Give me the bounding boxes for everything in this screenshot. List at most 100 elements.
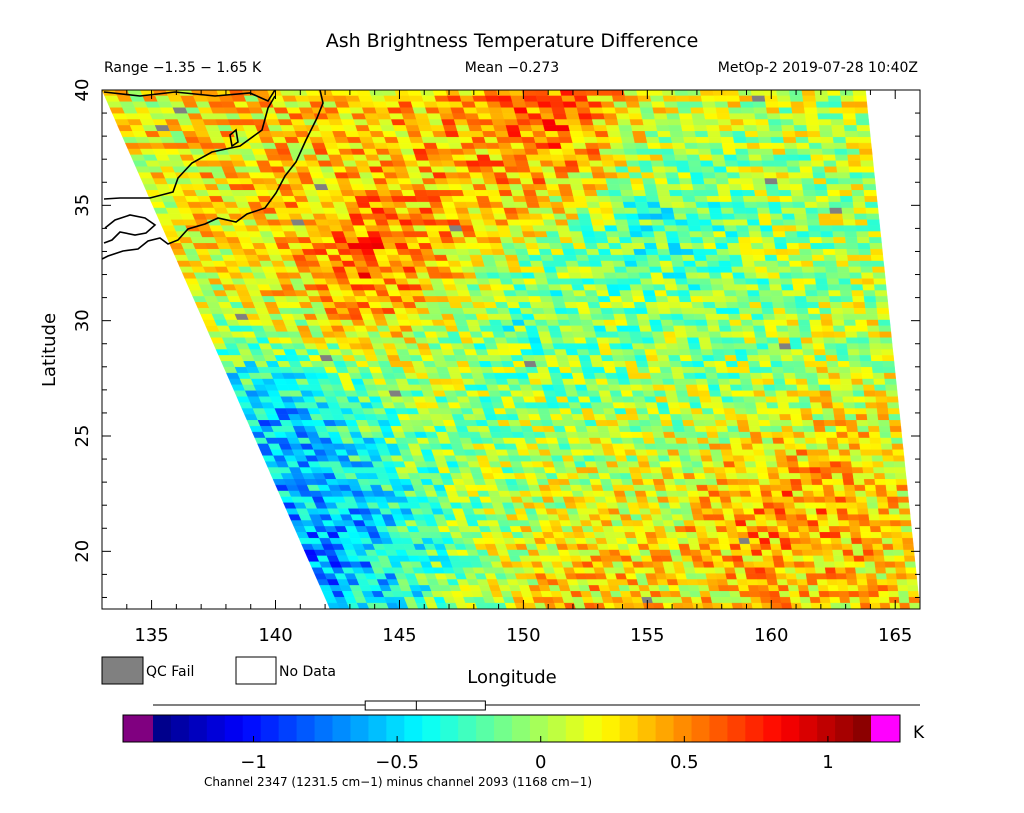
swath-cell [652, 520, 665, 527]
swath-cell [898, 508, 911, 515]
swath-cell [604, 455, 618, 462]
swath-cell [875, 490, 888, 498]
swath-cell [786, 160, 800, 167]
swath-cell [432, 90, 448, 97]
swath-cell [365, 325, 380, 332]
swath-cell [700, 402, 714, 409]
swath-cell [864, 201, 879, 209]
swath-cell [637, 95, 652, 103]
swath-cell [570, 408, 584, 415]
swath-cell [706, 431, 719, 439]
swath-cell [850, 278, 863, 285]
swath-cell [549, 520, 562, 527]
swath-cell [604, 225, 619, 232]
swath-cell [508, 384, 522, 391]
swath-cell [440, 414, 455, 421]
swath-cell [497, 142, 513, 150]
swath-cell [693, 125, 708, 132]
swath-cell [708, 272, 723, 279]
swath-cell [472, 225, 487, 232]
swath-cell [529, 555, 542, 562]
swath-cell [635, 260, 650, 268]
swath-cell [303, 284, 319, 291]
swath-cell [412, 260, 427, 268]
swath-cell [511, 278, 526, 285]
swath-cell [879, 337, 893, 344]
swath-cell [565, 431, 579, 439]
swath-cell [619, 384, 633, 391]
swath-cell [824, 426, 837, 433]
swath-cell [859, 148, 873, 156]
swath-cell [514, 367, 528, 374]
swath-cell [855, 225, 869, 232]
swath-cell [571, 372, 585, 380]
swath-cell [490, 431, 504, 439]
swath-cell [802, 490, 815, 498]
swath-cell [718, 125, 733, 132]
swath-cell [600, 396, 614, 403]
swath-cell [861, 272, 874, 279]
swath-cell [889, 426, 902, 433]
swath-cell [624, 532, 637, 539]
swath-cell [777, 101, 792, 108]
swath-cell [426, 337, 440, 344]
swath-cell [841, 101, 855, 108]
swath-cell [448, 302, 463, 309]
swath-cell [759, 148, 774, 156]
swath-cell [699, 449, 712, 456]
swath-cell [781, 361, 795, 368]
swath-cell [540, 420, 554, 427]
swath-cell [497, 349, 512, 356]
swath-cell [781, 125, 796, 132]
swath-cell [447, 367, 461, 374]
swath-cell [555, 172, 570, 179]
swath-cell [289, 278, 305, 285]
swath-cell [536, 284, 551, 291]
swath-cell [843, 555, 855, 562]
swath-cell [810, 473, 823, 480]
swath-cell [428, 378, 443, 386]
swath-cell [689, 455, 703, 462]
swath-cell [444, 426, 459, 433]
swath-cell [773, 308, 786, 315]
swath-cell [543, 567, 556, 574]
swath-cell [844, 325, 857, 332]
swath-cell [573, 420, 587, 427]
swath-cell [578, 266, 593, 273]
swath-cell [685, 148, 700, 156]
swath-cell [575, 426, 588, 433]
swath-cell [902, 543, 915, 551]
swath-cell [528, 520, 542, 527]
swath-cell [823, 343, 837, 350]
swath-cell [416, 119, 431, 126]
swath-cell [555, 396, 570, 403]
swath-cell [581, 408, 595, 415]
swath-cell [635, 449, 648, 456]
swath-cell [704, 367, 718, 374]
swath-cell [437, 372, 452, 380]
swath-cell [541, 213, 556, 221]
swath-cell [517, 549, 530, 557]
swath-cell [398, 142, 414, 150]
swath-cell [562, 101, 578, 108]
swath-cell [571, 561, 584, 568]
swath-cell [308, 266, 324, 273]
swath-cell [392, 201, 408, 209]
swath-cell [322, 272, 337, 279]
swath-cell [596, 467, 610, 474]
swath-cell [595, 420, 609, 427]
swath-cell [592, 225, 607, 232]
swath-cell [706, 260, 720, 268]
swath-cell [822, 408, 835, 415]
swath-cell [366, 195, 382, 203]
swath-cell [477, 426, 491, 433]
swath-cell [789, 473, 802, 480]
swath-cell [896, 490, 909, 498]
swath-cell [446, 136, 462, 144]
swath-cell [307, 231, 322, 238]
swath-cell [463, 195, 479, 203]
swath-cell [858, 142, 872, 150]
swath-cell [563, 384, 577, 391]
swath-cell [710, 549, 723, 557]
swath-cell [691, 361, 705, 368]
